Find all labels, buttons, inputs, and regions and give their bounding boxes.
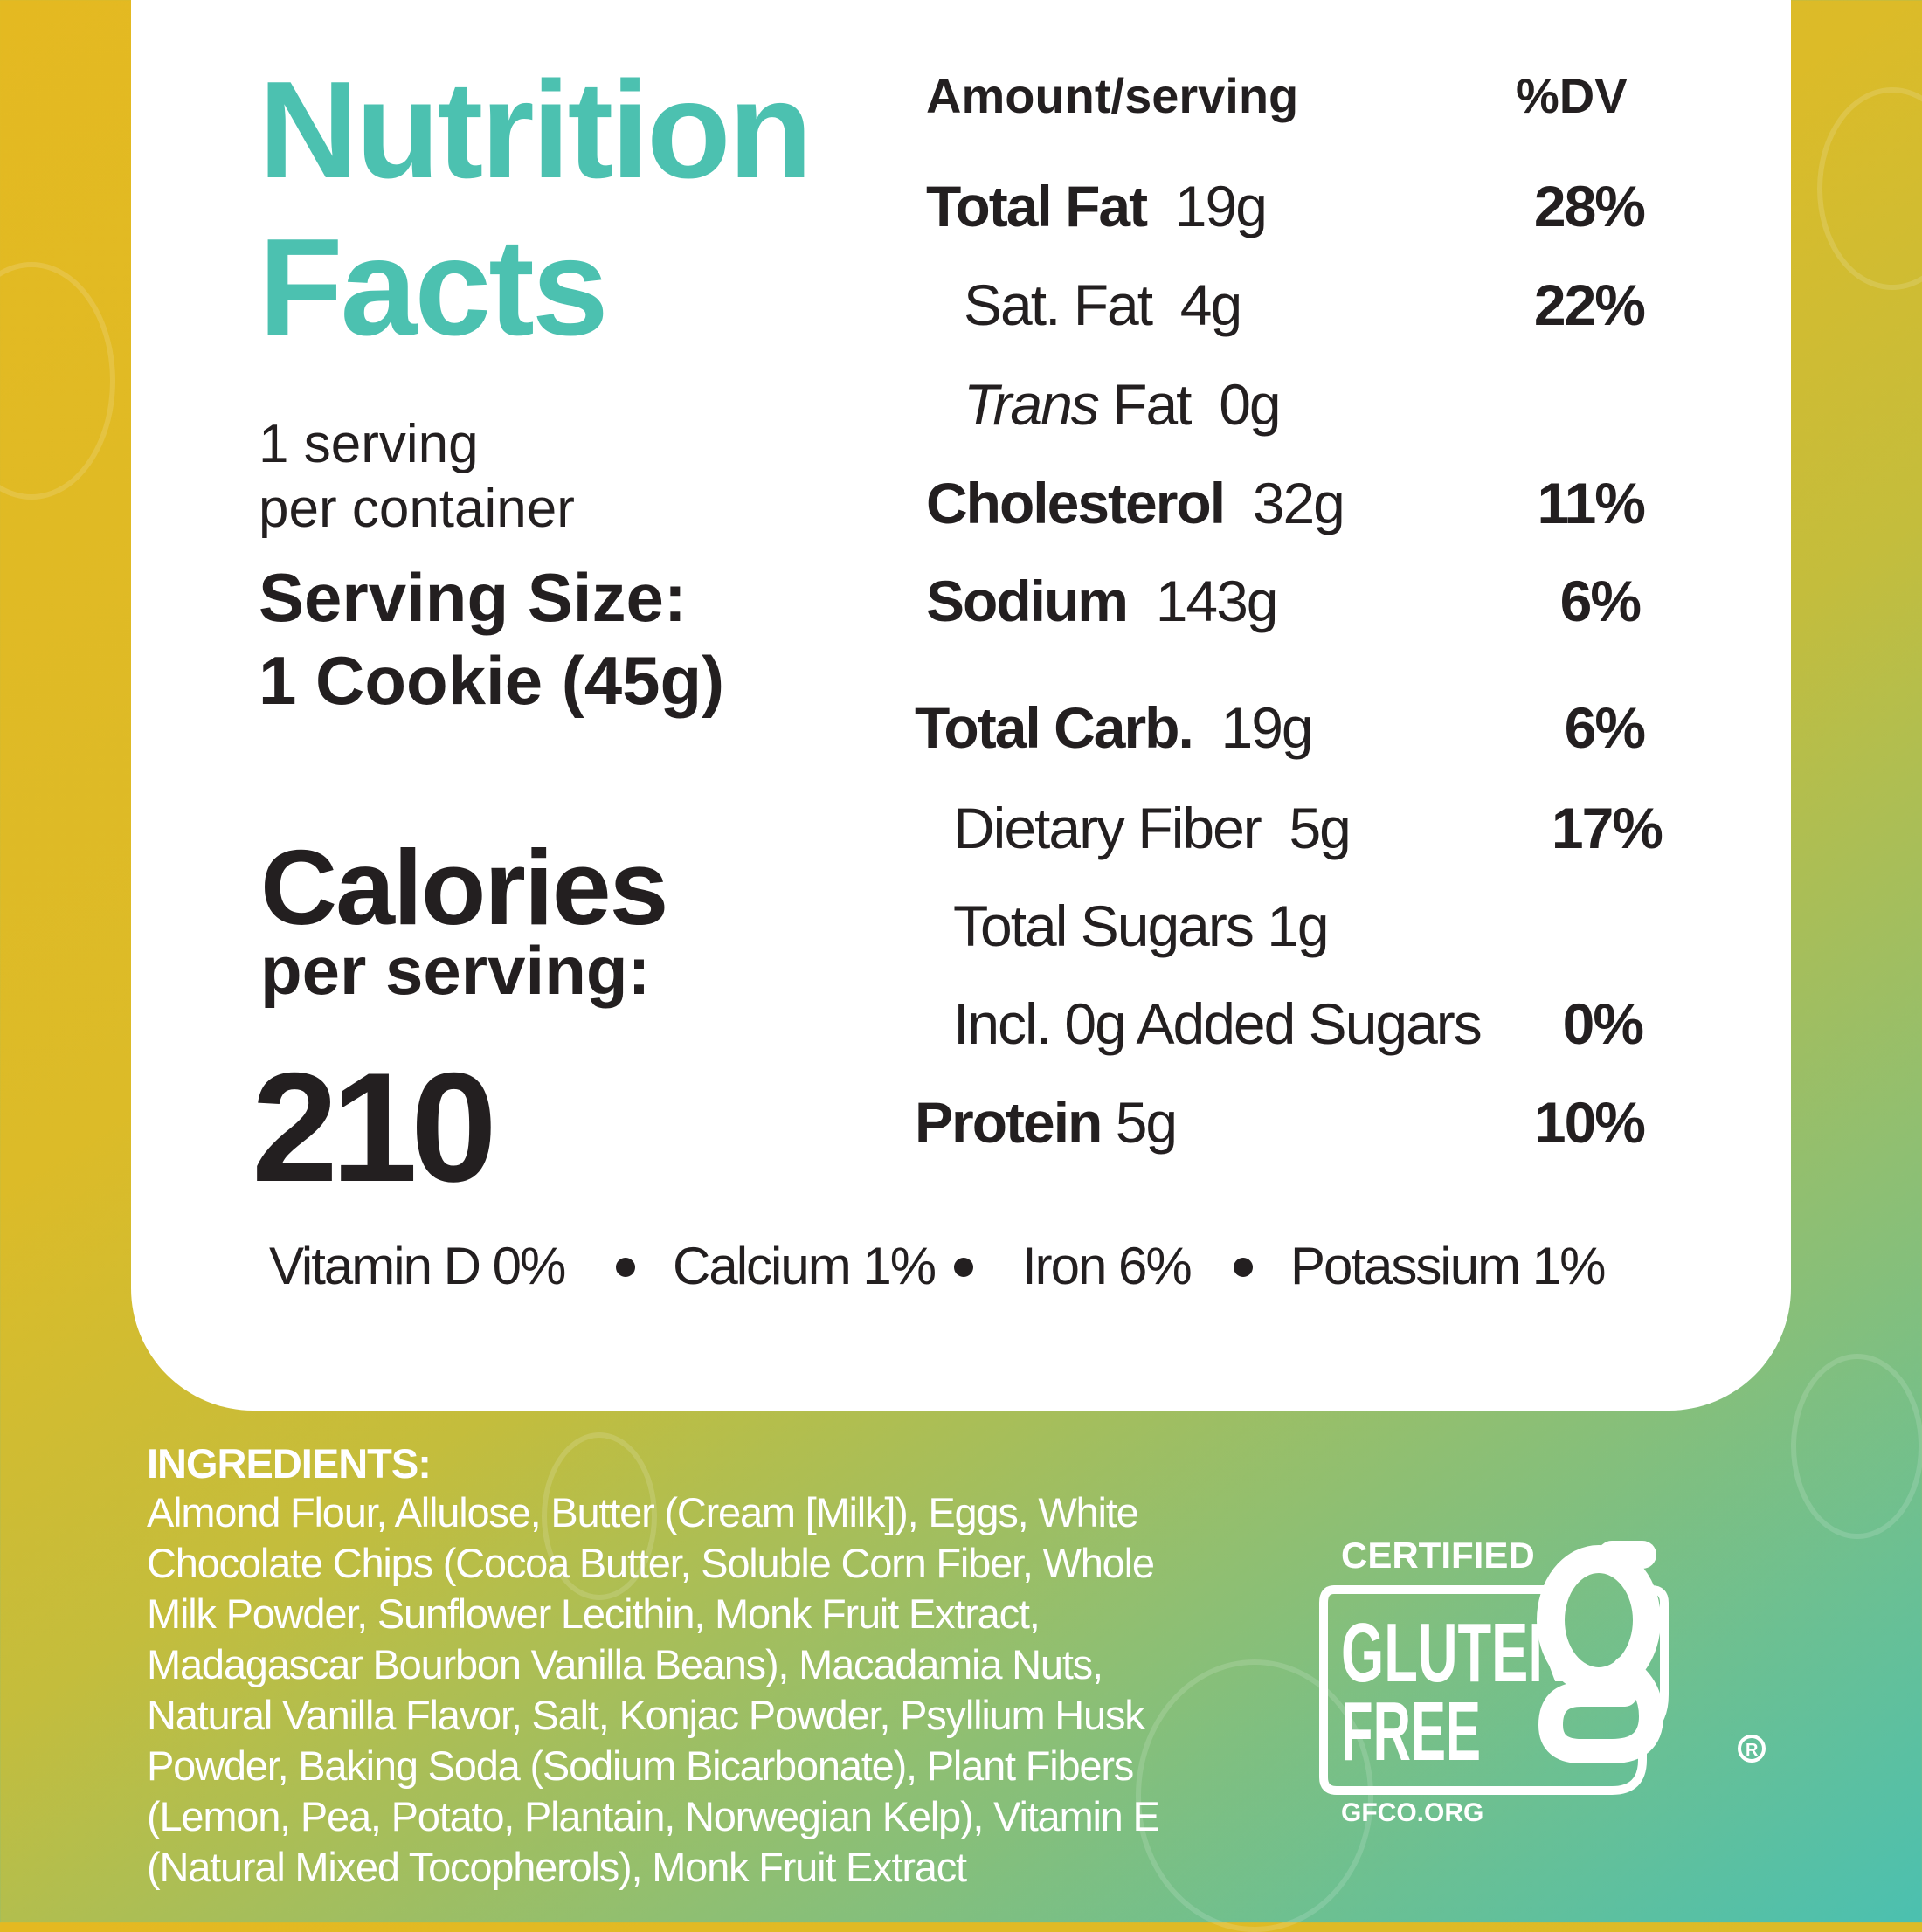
ingredients-line: Natural Vanilla Flavor, Salt, Konjac Pow… (147, 1692, 1145, 1738)
nutrient-total-sugars: Total Sugars 1g (953, 894, 1330, 958)
calories-label: Calories (260, 828, 668, 947)
dv-cholesterol: 11% (1537, 471, 1646, 535)
potassium: Potassium 1% (1290, 1237, 1606, 1295)
logo-certified: CERTIFIED (1341, 1535, 1535, 1576)
ingredients-heading: INGREDIENTS: (147, 1440, 432, 1487)
calories-value: 210 (252, 1040, 497, 1214)
certified-gluten-free-logo: CERTIFIED GLUTEN FREE R GFCO.ORG (1319, 1535, 1766, 1825)
serving-size-value: 1 Cookie (45g) (259, 642, 725, 719)
logo-registered-mark: R (1746, 1741, 1759, 1760)
ingredients-line: (Lemon, Pea, Potato, Plantain, Norwegian… (147, 1793, 1160, 1839)
dv-header: %DV (1516, 68, 1628, 123)
ingredients-line: Powder, Baking Soda (Sodium Bicarbonate)… (147, 1742, 1134, 1789)
background-decoration (1791, 1354, 1922, 1539)
logo-gluten: GLUTEN (1341, 1606, 1568, 1700)
bullet-separator (616, 1258, 635, 1277)
servings-per-container: 1 serving per container (259, 417, 575, 536)
nutrient-cholesterol: Cholesterol 32g (926, 471, 1345, 535)
title-facts: Facts (259, 210, 609, 364)
bullet-separator (954, 1258, 973, 1277)
nutrition-card (131, 0, 1791, 1411)
dv-dietary-fiber: 17% (1551, 796, 1663, 860)
nutrient-dietary-fiber: Dietary Fiber 5g (953, 796, 1352, 860)
dv-added-sugars: 0% (1562, 991, 1644, 1056)
bullet-separator (1234, 1258, 1253, 1277)
dv-total-fat: 28% (1533, 174, 1646, 238)
amount-header: Amount/serving (926, 68, 1299, 123)
ingredients-line: (Natural Mixed Tocopherols), Monk Fruit … (147, 1844, 967, 1890)
vitamin-d: Vitamin D 0% (269, 1237, 566, 1295)
dv-protein: 10% (1533, 1090, 1646, 1155)
ingredients-list: Almond Flour, Allulose, Butter (Cream [M… (147, 1487, 1282, 1893)
nutrient-sodium: Sodium 143g (926, 569, 1279, 633)
calcium: Calcium 1% (673, 1237, 937, 1295)
calories-sublabel: per serving: (260, 932, 651, 1009)
dv-sodium: 6% (1559, 569, 1642, 633)
nutrient-trans-fat: Trans Fat 0g (964, 372, 1282, 437)
dv-total-carb: 6% (1564, 695, 1646, 760)
title-nutrition: Nutrition (259, 53, 812, 207)
nutrient-protein: Protein 5g (915, 1090, 1178, 1155)
nutrient-sat-fat: Sat. Fat 4g (964, 273, 1242, 337)
serving-size-label: Serving Size: (259, 559, 687, 636)
background-decoration (1817, 87, 1922, 290)
background-decoration (0, 262, 115, 500)
logo-free: FREE (1341, 1685, 1481, 1778)
logo-url: GFCO.ORG (1341, 1798, 1483, 1825)
ingredients-line: Milk Powder, Sunflower Lecithin, Monk Fr… (147, 1590, 1041, 1637)
nutrient-total-carb: Total Carb. 19g (915, 695, 1314, 760)
nutrient-added-sugars: Incl. 0g Added Sugars (953, 991, 1483, 1056)
background-decoration (542, 1432, 657, 1600)
servings-line2: per container (259, 479, 575, 539)
ingredients-line: Chocolate Chips (Cocoa Butter, Soluble C… (147, 1540, 1155, 1586)
ingredients-line: Almond Flour, Allulose, Butter (Cream [M… (147, 1489, 1139, 1535)
nutrient-total-fat: Total Fat 19g (926, 174, 1268, 238)
ingredients-line: Madagascar Bourbon Vanilla Beans), Macad… (147, 1641, 1103, 1687)
iron: Iron 6% (1022, 1237, 1193, 1295)
servings-line1: 1 serving (259, 414, 479, 474)
dv-sat-fat: 22% (1533, 273, 1646, 337)
